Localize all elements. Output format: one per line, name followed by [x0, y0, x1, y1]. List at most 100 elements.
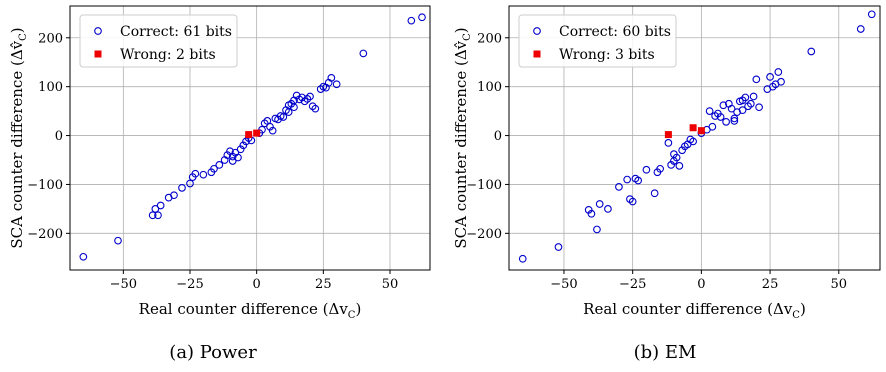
correct-point — [730, 117, 739, 125]
correct-point — [656, 164, 664, 173]
correct-point — [664, 139, 673, 147]
correct-point — [518, 254, 527, 263]
correct-point — [223, 151, 232, 159]
correct-point — [615, 183, 623, 191]
correct-point — [681, 142, 689, 151]
y-axis-label-text: SCA counter difference (Δv̂ — [452, 40, 470, 248]
wrong-point — [245, 131, 253, 139]
legend-label: Wrong: 3 bits — [559, 47, 655, 63]
correct-point — [749, 92, 758, 101]
correct-point — [178, 184, 186, 192]
x-tick-label: −50 — [550, 277, 577, 292]
correct-point — [650, 189, 659, 198]
correct-point — [418, 13, 426, 22]
correct-point — [604, 205, 612, 213]
wrong-point — [689, 124, 697, 132]
legend-wrong-marker — [94, 50, 102, 58]
y-tick-label: −100 — [27, 178, 63, 193]
correct-point — [623, 175, 632, 184]
correct-point — [228, 157, 237, 165]
correct-point — [705, 107, 714, 115]
correct-point — [642, 165, 651, 174]
correct-point — [292, 91, 301, 100]
y-axis-label-text: SCA counter difference (Δv̂ — [8, 40, 26, 248]
x-tick-label: 25 — [762, 277, 779, 292]
y-tick-label: 200 — [38, 31, 63, 46]
correct-point — [807, 47, 816, 56]
x-tick-label: −25 — [176, 277, 203, 292]
correct-point — [215, 161, 224, 169]
x-axis-label: Real counter difference (ΔvC) — [139, 300, 362, 321]
wrong-point — [697, 127, 705, 135]
x-axis-label-text: Real counter difference (Δv — [583, 300, 793, 318]
correct-point — [300, 97, 309, 106]
correct-point — [746, 99, 755, 108]
correct-point — [689, 137, 697, 146]
legend-wrong-marker — [533, 50, 541, 58]
plot-frame — [69, 5, 431, 271]
correct-point — [327, 74, 336, 82]
legend-label: Correct: 60 bits — [559, 24, 671, 40]
x-axis-label: Real counter difference (ΔvC) — [583, 300, 806, 321]
correct-point — [332, 80, 341, 89]
x-tick-label: 0 — [253, 277, 261, 292]
correct-point — [151, 205, 160, 213]
correct-point — [284, 101, 293, 110]
correct-point — [186, 179, 194, 188]
correct-point — [274, 115, 282, 124]
correct-point — [210, 164, 218, 173]
y-axis-label-end: ) — [8, 27, 26, 33]
correct-point — [730, 114, 739, 123]
correct-point — [593, 225, 601, 234]
wrong-point — [253, 129, 261, 137]
correct-point — [154, 211, 162, 220]
x-tick-label: −25 — [619, 277, 646, 292]
x-axis-label-text: Real counter difference (Δv — [139, 300, 349, 318]
correct-point — [148, 211, 157, 220]
correct-point — [752, 75, 761, 84]
x-tick-label: 25 — [315, 277, 332, 292]
correct-point — [316, 85, 325, 93]
x-axis-label-subscript: C — [348, 310, 356, 321]
chart-panel-b: −50 −25 0 25 50 −200 −100 0 100 200 Real counter d… — [452, 5, 881, 363]
legend-correct-marker — [533, 27, 541, 35]
correct-point — [308, 102, 317, 111]
correct-point — [777, 77, 785, 86]
correct-point — [228, 152, 237, 161]
correct-point — [191, 169, 200, 178]
y-tick-label: −200 — [466, 227, 502, 242]
correct-point — [708, 122, 717, 131]
correct-point — [672, 153, 681, 162]
correct-point — [239, 141, 248, 150]
correct-point — [311, 104, 320, 113]
y-axis-label-subscript: C — [18, 33, 29, 41]
y-tick-label: −200 — [27, 227, 63, 242]
correct-point — [79, 252, 88, 261]
correct-point — [722, 118, 730, 126]
legend-label: Wrong: 2 bits — [120, 47, 216, 63]
correct-point — [554, 243, 563, 251]
plot-frame — [508, 5, 881, 271]
y-tick-label: 0 — [494, 129, 502, 144]
y-tick-label: −100 — [466, 178, 502, 193]
correct-point — [755, 103, 763, 112]
correct-point — [156, 201, 165, 210]
correct-point — [199, 170, 208, 179]
y-axis-label: SCA counter difference (Δv̂C) — [8, 27, 29, 248]
x-tick-label: 0 — [697, 277, 705, 292]
legend-box — [518, 14, 677, 68]
correct-point — [766, 73, 774, 81]
correct-point — [719, 101, 728, 110]
y-tick-label: 100 — [477, 80, 502, 95]
correct-point — [234, 153, 242, 162]
correct-point — [727, 104, 736, 113]
correct-point — [236, 145, 245, 154]
legend-correct-marker — [94, 27, 102, 35]
x-tick-label: 50 — [831, 277, 848, 292]
correct-point — [407, 16, 416, 25]
correct-point — [738, 106, 747, 114]
correct-point — [260, 119, 269, 128]
correct-point — [595, 200, 604, 208]
correct-point — [268, 126, 277, 135]
correct-point — [303, 95, 312, 103]
